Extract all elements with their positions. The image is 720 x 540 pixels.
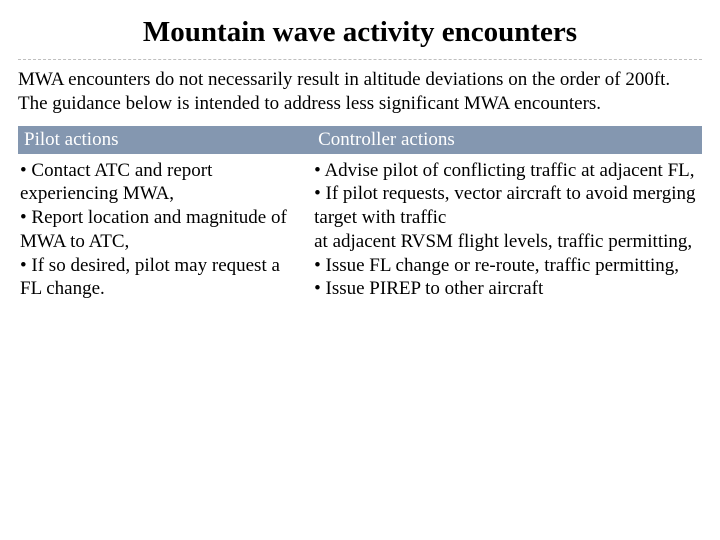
table-row: • Contact ATC and report experiencing MW… [18, 154, 702, 309]
pilot-actions-cell: • Contact ATC and report experiencing MW… [18, 154, 312, 309]
controller-actions-cell: • Advise pilot of conflicting traffic at… [312, 154, 702, 309]
actions-table: Pilot actions Controller actions • Conta… [18, 126, 702, 310]
controller-actions-text: • Advise pilot of conflicting traffic at… [314, 159, 696, 302]
slide-container: Mountain wave activity encounters MWA en… [0, 0, 720, 321]
intro-paragraph: MWA encounters do not necessarily result… [18, 68, 702, 126]
table-header-pilot: Pilot actions [18, 126, 312, 155]
slide-title: Mountain wave activity encounters [18, 12, 702, 57]
table-header-controller: Controller actions [312, 126, 702, 155]
pilot-actions-text: • Contact ATC and report experiencing MW… [20, 159, 306, 302]
divider-line [18, 59, 702, 60]
